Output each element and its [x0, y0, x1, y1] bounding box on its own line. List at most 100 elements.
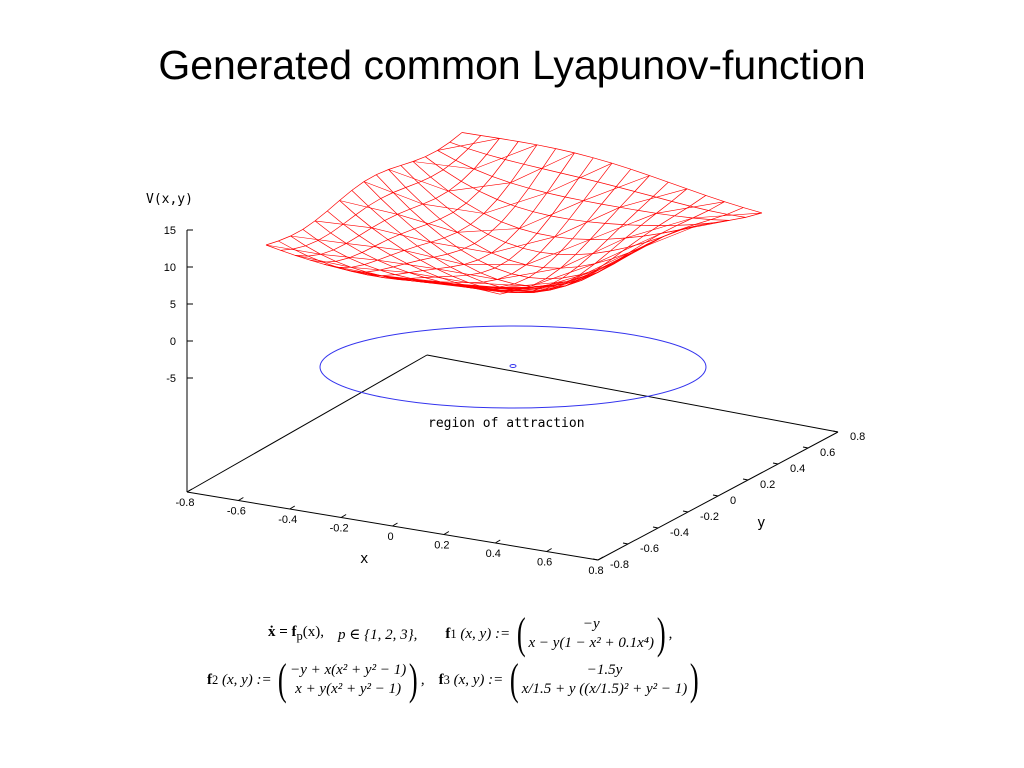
surface-mesh-diagonal: [546, 162, 613, 194]
surface-mesh-diagonal: [629, 225, 697, 253]
surface-mesh-line: [449, 141, 746, 218]
mode-set: p ∈ {1, 2, 3},: [338, 626, 418, 643]
surface-mesh-diagonal: [408, 272, 469, 283]
surface-mesh-diagonal: [583, 175, 650, 201]
surface-mesh-diagonal: [371, 227, 431, 243]
surface-mesh-diagonal: [320, 254, 378, 261]
surface-mesh-diagonal: [533, 272, 598, 293]
surface-mesh-diagonal: [377, 259, 437, 270]
system-equation: ẋ = fp(x),: [268, 624, 325, 643]
axes-box: [186, 230, 839, 561]
x-tick: [546, 548, 552, 552]
surface-mesh-diagonal: [594, 233, 662, 264]
y-tick-label: -0.8: [610, 559, 629, 571]
surface-mesh-line: [339, 148, 557, 273]
surface-mesh-diagonal: [501, 283, 565, 292]
y-tick-label: -0.2: [700, 511, 719, 523]
back-edge-y: [186, 354, 428, 493]
x-tick-label: 0.2: [434, 540, 449, 552]
surface-mesh-diagonal: [510, 152, 575, 184]
surface-mesh-diagonal: [483, 192, 547, 214]
surface-mesh-diagonal: [468, 282, 531, 287]
surface-mesh-line: [470, 201, 725, 290]
x-tick: [340, 514, 347, 518]
surface-mesh-diagonal: [564, 252, 630, 285]
x-tick: [392, 522, 398, 527]
y-tick-label: 0.6: [820, 447, 835, 459]
surface-mesh-line: [339, 200, 599, 294]
surface-mesh-diagonal: [381, 275, 441, 283]
x-tick-label: 0.6: [537, 557, 552, 569]
surface-mesh-line: [295, 138, 500, 257]
surface-mesh-line: [353, 152, 575, 277]
y-tick-label: 0.2: [760, 479, 775, 491]
surface-mesh-diagonal: [363, 181, 424, 205]
y-tick-label: -0.4: [670, 527, 689, 539]
x-tick-label: 0: [387, 531, 393, 543]
z-axis-label: V(x,y): [146, 192, 193, 207]
back-edge-x: [426, 354, 839, 433]
y-tick-label: 0.8: [850, 431, 865, 443]
surface-mesh-diagonal: [422, 203, 484, 214]
region-of-attraction-label: region of attraction: [428, 416, 585, 431]
surface-mesh-diagonal: [412, 161, 475, 170]
x-tick-label: 0.4: [486, 548, 501, 560]
y-tick-label: -0.6: [640, 543, 659, 555]
region-of-attraction-contour: [319, 325, 707, 409]
surface-mesh-diagonal: [619, 188, 688, 208]
surface-mesh-diagonal: [457, 228, 520, 233]
y-tick: [712, 494, 719, 497]
ticks: 15 10 5 0 -5 -0.8 -0.6 -0.4 -0.2 0 0.2 0.4 0.6 0.8 -0.…: [164, 225, 866, 577]
surface-mesh-diagonal: [411, 280, 472, 289]
y-tick: [772, 462, 779, 465]
surface-mesh-line: [412, 161, 697, 240]
x-tick-label: -0.8: [176, 497, 195, 509]
y-tick: [682, 510, 689, 513]
surface-mesh-line: [485, 207, 744, 291]
surface-mesh-diagonal: [436, 268, 498, 280]
x-tick: [597, 556, 604, 561]
surface-mesh-diagonal: [625, 217, 693, 239]
x-tick: [289, 505, 296, 510]
surface-mesh-diagonal: [519, 200, 584, 229]
slide-title: Generated common Lyapunov-function: [158, 42, 866, 88]
surface-mesh-diagonal: [448, 182, 511, 192]
surface-mesh-diagonal: [346, 243, 405, 251]
surface-mesh-diagonal: [324, 264, 382, 276]
surface-mesh-diagonal: [471, 287, 534, 293]
surface-mesh-diagonal: [597, 236, 664, 273]
surface-mesh-diagonal: [497, 267, 561, 280]
surface-mesh-diagonal: [656, 201, 725, 214]
surface-mesh-diagonal: [502, 285, 566, 292]
surface-mesh-diagonal: [692, 212, 763, 219]
y-axis-label: y: [757, 515, 765, 531]
surface-mesh-diagonal: [554, 207, 620, 238]
x-axis-label: x: [360, 551, 368, 567]
y-tick: [802, 446, 809, 449]
x-tick-label: -0.2: [330, 523, 349, 535]
x-tick: [494, 539, 501, 544]
surface-mesh-diagonal: [473, 144, 538, 170]
surface-mesh-line: [461, 132, 763, 214]
z-tick-label: 10: [164, 262, 176, 274]
surface-mesh-diagonal: [560, 237, 626, 269]
surface-mesh-diagonal: [590, 213, 657, 240]
surface-mesh-diagonal: [388, 169, 449, 192]
y-tick-label: 0.4: [790, 463, 805, 475]
y-tick: [592, 558, 599, 561]
surface-mesh-diagonal: [397, 214, 458, 233]
surface-mesh-diagonal: [491, 236, 555, 254]
surface-mesh-diagonal: [525, 239, 591, 266]
surface-mesh-line: [265, 132, 463, 246]
surface-mesh-diagonal: [339, 200, 398, 215]
x-tick: [238, 497, 244, 501]
z-tick-label: 5: [170, 299, 176, 311]
y-tick: [622, 542, 629, 545]
surface-mesh-diagonal: [290, 235, 347, 244]
